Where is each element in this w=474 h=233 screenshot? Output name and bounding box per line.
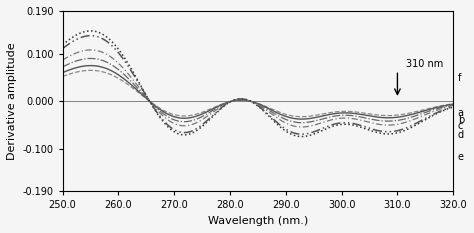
Y-axis label: Derivative amplitude: Derivative amplitude [7,42,17,160]
Text: e: e [458,152,464,162]
Text: 310 nm: 310 nm [406,59,443,69]
Text: f: f [458,73,461,83]
X-axis label: Wavelength (nm.): Wavelength (nm.) [208,216,308,226]
Text: c: c [458,121,463,131]
Text: a: a [458,108,464,118]
Text: d: d [458,130,464,140]
Text: b: b [458,115,464,125]
